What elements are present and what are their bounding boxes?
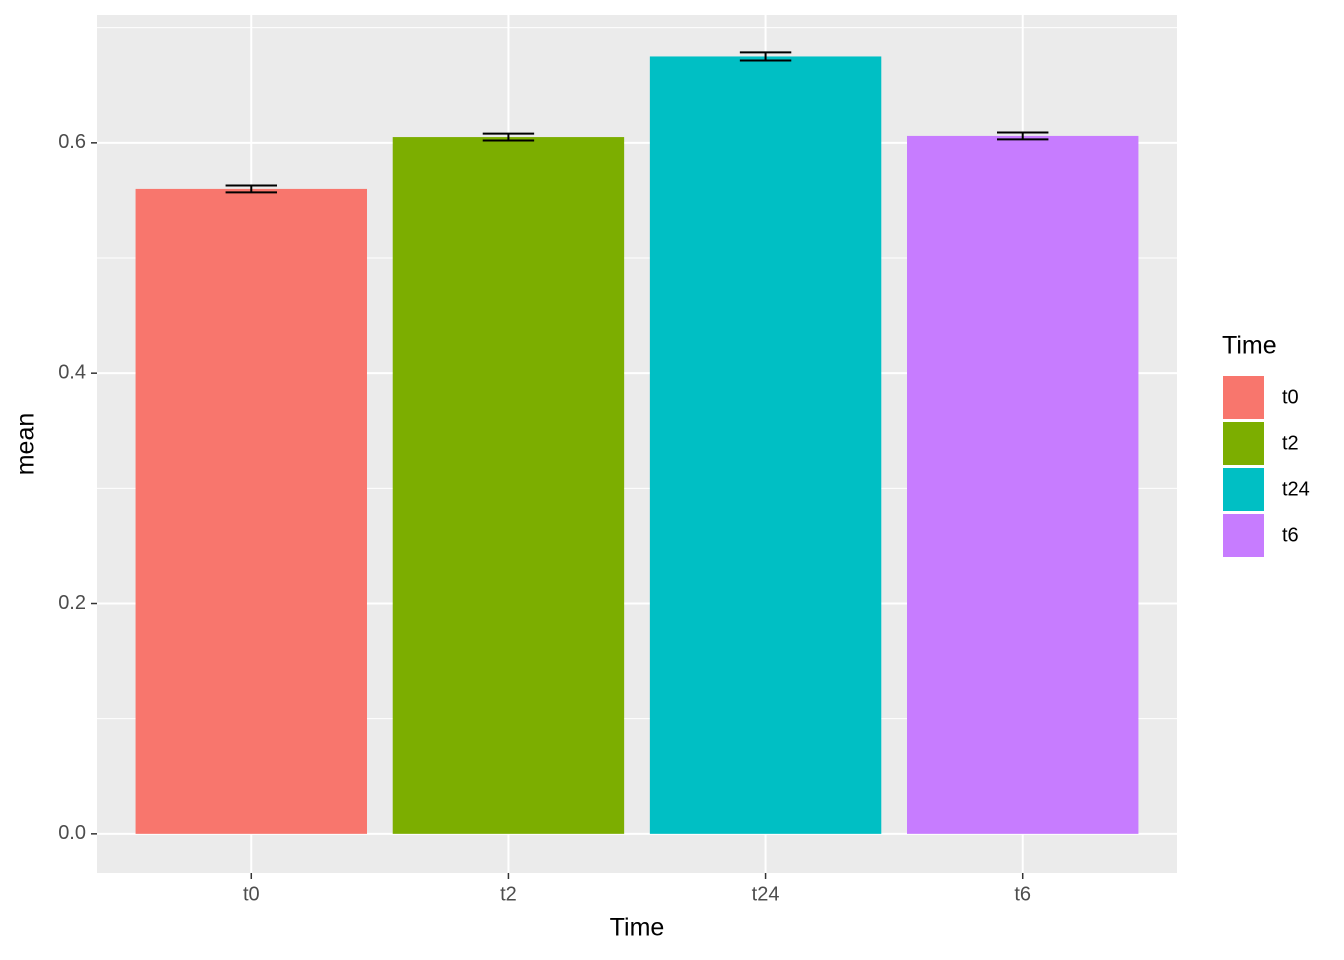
legend-label: t24	[1282, 478, 1310, 500]
legend-title: Time	[1222, 332, 1277, 360]
bar	[649, 56, 882, 834]
x-tick-label: t6	[1014, 883, 1031, 905]
x-tick-label: t24	[752, 883, 780, 905]
legend-label: t0	[1282, 386, 1299, 408]
y-axis-title: mean	[12, 413, 40, 476]
y-tick-label: 0.0	[58, 822, 86, 844]
error-bar	[997, 131, 1049, 141]
bar	[135, 188, 367, 834]
y-tick-label: 0.4	[58, 361, 86, 383]
error-bar	[482, 132, 535, 142]
legend-label: t6	[1282, 524, 1299, 546]
legend-key	[1221, 466, 1266, 513]
error-bar	[225, 184, 277, 194]
x-tick-label: t2	[500, 883, 517, 905]
legend-key	[1221, 420, 1266, 467]
legend-label: t2	[1282, 432, 1299, 454]
y-tick-label: 0.2	[58, 592, 86, 614]
legend-key	[1221, 374, 1266, 421]
x-tick-label: t0	[243, 883, 260, 905]
x-axis-title: Time	[610, 914, 665, 942]
error-bar	[739, 51, 792, 62]
bar	[907, 135, 1139, 834]
legend-key	[1221, 512, 1266, 559]
y-tick-label: 0.6	[58, 131, 86, 153]
bar	[392, 137, 625, 834]
